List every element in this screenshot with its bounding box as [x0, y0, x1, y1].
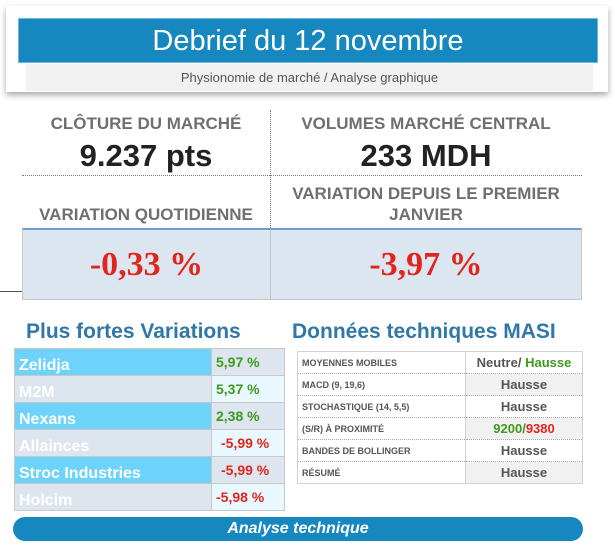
- indicator-value: Hausse: [465, 439, 583, 462]
- page-title: Debrief du 12 novembre: [18, 18, 598, 63]
- page-subtitle: Physionomie de marché / Analyse graphiqu…: [26, 64, 593, 91]
- support-value: 9200: [493, 421, 523, 436]
- table-row: MOYENNES MOBILES Neutre/ Hausse: [297, 351, 583, 374]
- daily-value: -0,33 %: [89, 246, 204, 283]
- stock-name: Zelidja: [14, 348, 212, 376]
- volume-label: VOLUMES MARCHÉ CENTRAL: [301, 114, 551, 133]
- stock-name: Holcim: [14, 483, 212, 511]
- indicator-value: Hausse: [525, 355, 572, 370]
- stock-name: Nexans: [14, 402, 212, 430]
- ytd-label: VARIATION DEPUIS LE PREMIER JANVIER: [292, 184, 560, 224]
- stock-variation: -5,99 %: [211, 456, 285, 484]
- stock-variation: 2,38 %: [211, 402, 285, 430]
- stock-variation: -5,99 %: [211, 429, 285, 457]
- table-row: STOCHASTIQUE (14, 5,5) Hausse: [297, 395, 583, 418]
- table-row: MACD (9, 19,6) Hausse: [297, 373, 583, 396]
- table-row: M2M 5,37 %: [14, 375, 285, 403]
- variations-table: Zelidja 5,97 % M2M 5,37 % Nexans 2,38 % All…: [14, 348, 285, 511]
- resistance-value: 9380: [525, 421, 555, 436]
- variation-values: -0,33 % -3,97 %: [22, 228, 582, 300]
- technical-table: MOYENNES MOBILES Neutre/ Hausse MACD (9, …: [297, 351, 583, 484]
- divider: [270, 110, 271, 228]
- indicator-value: Hausse: [465, 395, 583, 418]
- indicator-label: (S/R) À PROXIMITÉ: [297, 417, 466, 440]
- indicator-label: STOCHASTIQUE (14, 5,5): [297, 395, 466, 418]
- indicator-label: MOYENNES MOBILES: [297, 351, 466, 374]
- stock-variation: 5,37 %: [211, 375, 285, 403]
- volume-value: 233 MDH: [360, 138, 492, 173]
- indicator-label: RÉSUMÉ: [302, 467, 341, 478]
- indicator-label: MACD (9, 19,6): [297, 373, 466, 396]
- table-row: BANDES DE BOLLINGER Hausse: [297, 439, 583, 462]
- ytd-value: -3,97 %: [270, 230, 581, 299]
- divider: [0, 291, 22, 292]
- table-row: Stroc Industries -5,99 %: [14, 456, 285, 484]
- table-row: Zelidja 5,97 %: [14, 348, 285, 376]
- closing-value: 9.237 pts: [79, 138, 213, 173]
- daily-label: VARIATION QUOTIDIENNE: [39, 205, 253, 224]
- stock-variation: -5,98 %: [211, 483, 285, 511]
- stock-name: Allainces: [14, 429, 212, 457]
- table-row: Holcim -5,98 %: [14, 483, 285, 511]
- indicator-label: BANDES DE BOLLINGER: [297, 439, 466, 462]
- table-row: Nexans 2,38 %: [14, 402, 285, 430]
- stock-name: M2M: [14, 375, 212, 403]
- indicator-value: Hausse: [465, 373, 583, 396]
- stock-name: Stroc Industries: [14, 456, 212, 484]
- analyse-technique-button[interactable]: Analyse technique: [13, 517, 583, 541]
- indicator-value: Hausse: [465, 461, 583, 484]
- technical-title: Données techniques MASI: [292, 320, 556, 343]
- table-row: RÉSUMÉ Hausse: [298, 461, 583, 484]
- stock-variation: 5,97 %: [211, 348, 285, 376]
- divider: [22, 175, 582, 176]
- closing-label: CLÔTURE DU MARCHÉ: [50, 114, 242, 133]
- variations-title: Plus fortes Variations: [26, 320, 241, 343]
- indicator-value: Neutre/: [476, 355, 526, 370]
- table-row: (S/R) À PROXIMITÉ 9200/9380: [297, 417, 583, 440]
- separator: /: [522, 421, 526, 436]
- table-row: Allainces -5,99 %: [14, 429, 285, 457]
